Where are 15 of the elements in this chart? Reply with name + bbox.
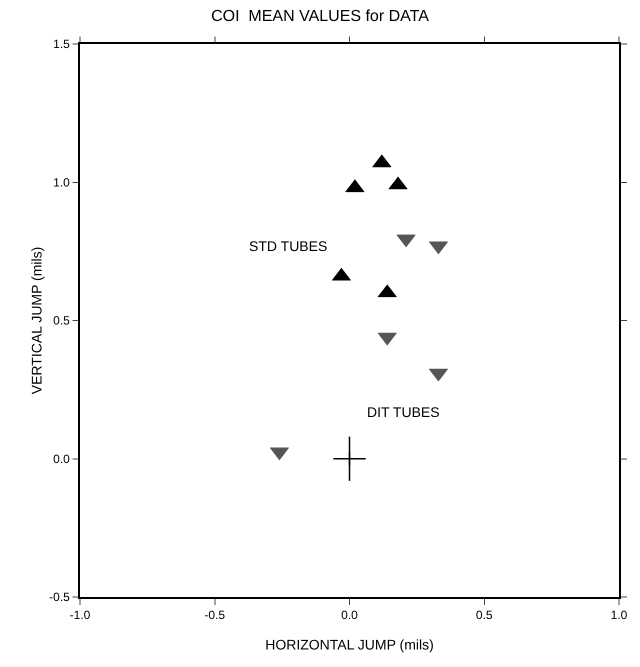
y-tick-label: -0.5 (49, 590, 70, 604)
y-axis-title: VERTICAL JUMP (mils) (28, 246, 44, 394)
annotation: STD TUBES (249, 238, 328, 254)
y-tick-label: 1.5 (53, 37, 70, 52)
y-tick-label: 1.0 (53, 175, 70, 190)
x-tick-label: -1.0 (70, 608, 91, 622)
x-tick-label: -0.5 (204, 608, 226, 622)
y-tick-label: 0.5 (53, 314, 70, 328)
annotation: DIT TUBES (367, 404, 440, 420)
x-tick-label: 0.5 (476, 608, 493, 622)
x-tick-label: 0.0 (341, 608, 358, 622)
chart-title: COI MEAN VALUES for DATA (211, 8, 430, 26)
y-tick-label: 0.0 (53, 452, 70, 466)
x-axis-title: HORIZONTAL JUMP (mils) (265, 636, 434, 652)
x-tick-label: 1.0 (610, 608, 628, 622)
